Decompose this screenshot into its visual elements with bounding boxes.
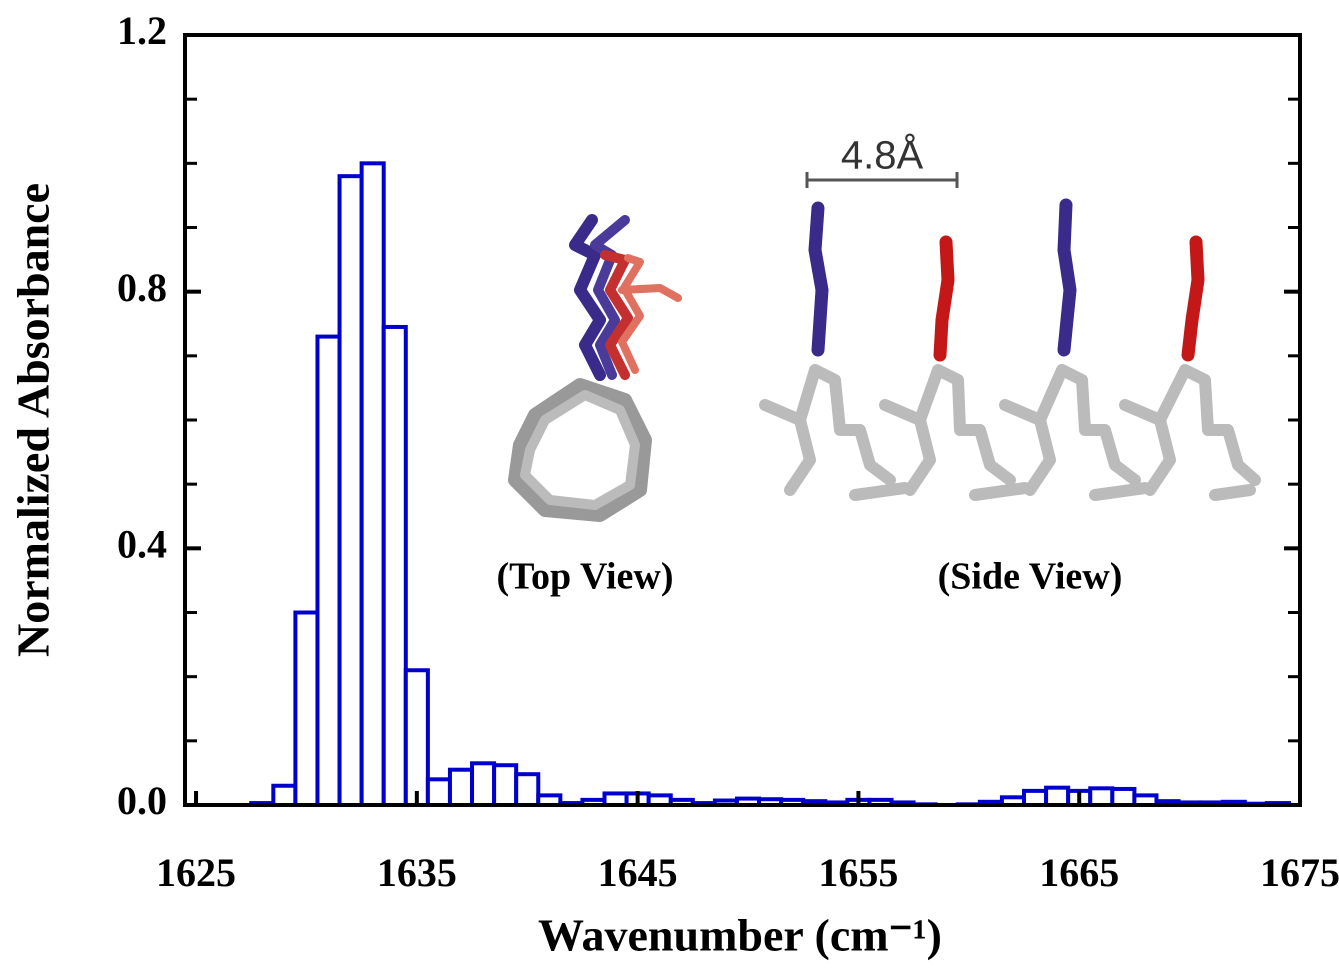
top-view-label: (Top View) [496, 556, 673, 598]
bar [428, 779, 450, 805]
y-tick-label: 1.2 [117, 8, 167, 53]
x-axis-title: Wavenumber (cm⁻¹) [538, 910, 942, 961]
bar [1090, 788, 1112, 805]
bar [295, 613, 317, 806]
bar [494, 765, 516, 805]
bar [384, 327, 406, 805]
side-view-molecule [765, 172, 1255, 495]
y-axis-title: Normalized Absorbance [8, 183, 59, 657]
x-tick-label: 1675 [1260, 850, 1339, 895]
bar [1112, 789, 1134, 805]
bar [1024, 791, 1046, 805]
x-tick-label: 1635 [377, 850, 457, 895]
x-tick-label: 1665 [1039, 850, 1119, 895]
x-tick-label: 1645 [598, 850, 678, 895]
bar [317, 337, 339, 805]
chart: 4.8Å (Top View) (Side View) Wavenumber (… [0, 0, 1339, 969]
y-tick-label: 0.8 [117, 265, 167, 310]
x-tick-label: 1625 [156, 850, 236, 895]
x-tick-label: 1655 [818, 850, 898, 895]
top-view-molecule [515, 220, 678, 515]
bar [516, 774, 538, 805]
y-tick-label: 0.0 [117, 778, 167, 823]
bar [472, 763, 494, 805]
y-tick-label: 0.4 [117, 522, 167, 567]
bar [450, 770, 472, 805]
distance-label: 4.8Å [841, 133, 924, 178]
bar [406, 670, 428, 805]
bar [1046, 788, 1068, 805]
bar [273, 786, 295, 805]
side-view-label: (Side View) [938, 556, 1123, 598]
bar [362, 163, 384, 805]
bar [340, 176, 362, 805]
